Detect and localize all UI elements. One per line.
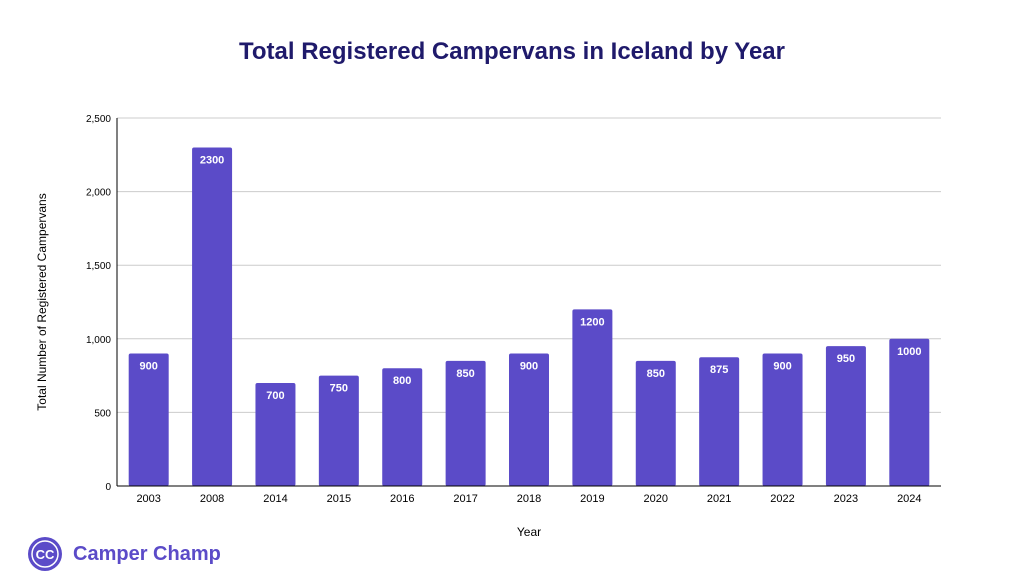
y-tick-label: 2,000 (86, 188, 111, 199)
bar-2017 (445, 360, 486, 486)
x-tick-label: 2021 (707, 493, 731, 505)
bar-2022 (762, 353, 803, 486)
y-tick-label: 500 (94, 408, 111, 419)
x-tick-label: 2023 (834, 493, 858, 505)
x-tick-label: 2015 (327, 493, 351, 505)
bar-2016 (382, 368, 423, 486)
x-tick-label: 2020 (644, 493, 668, 505)
y-tick-label: 0 (105, 482, 111, 493)
bar-2008 (192, 147, 233, 486)
x-tick-label: 2016 (390, 493, 414, 505)
data-label-2024: 1000 (897, 346, 921, 358)
x-tick-label: 2018 (517, 493, 541, 505)
bar-2014 (255, 382, 296, 486)
x-tick-label: 2003 (136, 493, 160, 505)
data-label-2021: 875 (710, 364, 728, 376)
bar-2021 (699, 357, 740, 486)
bars: 900 2300 700 750 800 850 900 1200 850 875 900 950 10… (128, 147, 930, 486)
data-label-2019: 1200 (580, 316, 604, 328)
x-tick-label: 2008 (200, 493, 224, 505)
x-axis-ticks: 2003 2008 2014 2015 2016 2017 2018 2019 2020 2021… (136, 493, 921, 505)
brand-name: Camper Champ (73, 542, 221, 565)
x-tick-label: 2022 (770, 493, 794, 505)
y-tick-label: 1,500 (86, 261, 111, 272)
x-tick-label: 2024 (897, 493, 921, 505)
y-tick-label: 1,000 (86, 335, 111, 346)
data-label-2016: 800 (393, 375, 411, 387)
logo-mark-text: CC (36, 547, 55, 562)
bar-2023 (825, 346, 866, 486)
x-tick-label: 2014 (263, 493, 287, 505)
bar-2020 (635, 360, 676, 486)
camper-champ-logo-icon: CC (28, 537, 62, 571)
y-axis-ticks: 0 500 1,000 1,500 2,000 2,500 (86, 114, 111, 493)
gridlines (117, 117, 941, 413)
bar-2015 (318, 375, 359, 486)
data-label-2018: 900 (520, 361, 538, 373)
data-label-2017: 850 (456, 368, 474, 380)
data-label-2014: 700 (266, 390, 284, 402)
y-axis-label: Total Number of Registered Campervans (35, 193, 49, 410)
data-label-2015: 750 (330, 383, 348, 395)
x-axis-label: Year (517, 525, 541, 539)
bar-2024 (889, 338, 930, 486)
data-label-2008: 2300 (200, 154, 224, 166)
data-label-2020: 850 (647, 368, 665, 380)
data-label-2022: 900 (773, 361, 791, 373)
data-label-2003: 900 (140, 361, 158, 373)
brand-logo: CC Camper Champ (27, 536, 221, 572)
y-tick-label: 2,500 (86, 114, 111, 125)
chart-title: Total Registered Campervans in Iceland b… (239, 38, 785, 65)
x-tick-label: 2019 (580, 493, 604, 505)
bar-2003 (128, 353, 169, 486)
bar-2018 (509, 353, 549, 486)
x-tick-label: 2017 (453, 493, 477, 505)
bar-2019 (572, 309, 613, 486)
data-label-2023: 950 (837, 353, 855, 365)
